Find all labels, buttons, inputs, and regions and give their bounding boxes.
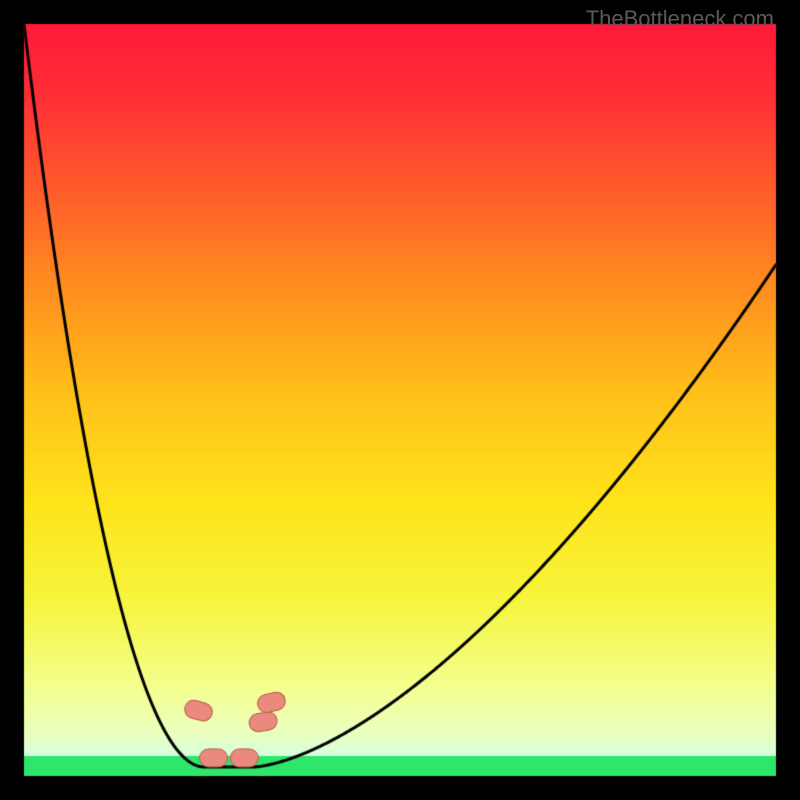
watermark-text: TheBottleneck.com <box>586 6 774 32</box>
figure-root: TheBottleneck.com <box>0 0 800 800</box>
bottleneck-curve <box>0 0 800 800</box>
